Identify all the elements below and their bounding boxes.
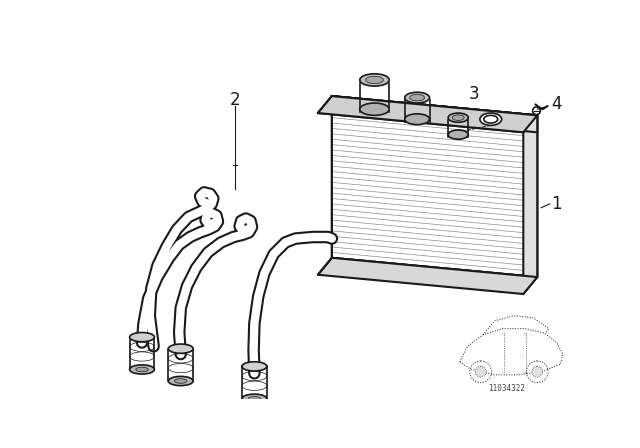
Ellipse shape xyxy=(360,74,389,86)
Ellipse shape xyxy=(404,114,429,125)
Circle shape xyxy=(476,366,486,377)
Circle shape xyxy=(532,366,543,377)
Ellipse shape xyxy=(452,115,464,121)
Text: 2: 2 xyxy=(230,91,240,109)
Text: 3: 3 xyxy=(468,85,479,103)
Polygon shape xyxy=(332,96,537,277)
Ellipse shape xyxy=(248,396,260,401)
Ellipse shape xyxy=(242,394,267,403)
Polygon shape xyxy=(524,116,537,294)
Ellipse shape xyxy=(129,332,154,342)
Ellipse shape xyxy=(484,115,498,123)
Polygon shape xyxy=(332,96,537,132)
Circle shape xyxy=(470,361,492,383)
Text: 1: 1 xyxy=(551,195,562,213)
Circle shape xyxy=(526,361,548,383)
Ellipse shape xyxy=(136,367,148,372)
Ellipse shape xyxy=(360,103,389,116)
Text: 11034322: 11034322 xyxy=(488,384,525,393)
Polygon shape xyxy=(318,96,537,132)
Polygon shape xyxy=(318,258,537,294)
Ellipse shape xyxy=(404,92,429,103)
Ellipse shape xyxy=(365,76,383,84)
Ellipse shape xyxy=(175,379,187,383)
Polygon shape xyxy=(318,96,537,132)
Text: 4: 4 xyxy=(552,95,562,113)
Ellipse shape xyxy=(168,376,193,386)
Ellipse shape xyxy=(448,113,468,122)
Ellipse shape xyxy=(242,362,267,371)
Ellipse shape xyxy=(480,113,502,125)
Ellipse shape xyxy=(448,130,468,139)
Ellipse shape xyxy=(129,365,154,374)
Ellipse shape xyxy=(168,344,193,353)
Circle shape xyxy=(532,107,540,115)
Ellipse shape xyxy=(410,95,424,101)
